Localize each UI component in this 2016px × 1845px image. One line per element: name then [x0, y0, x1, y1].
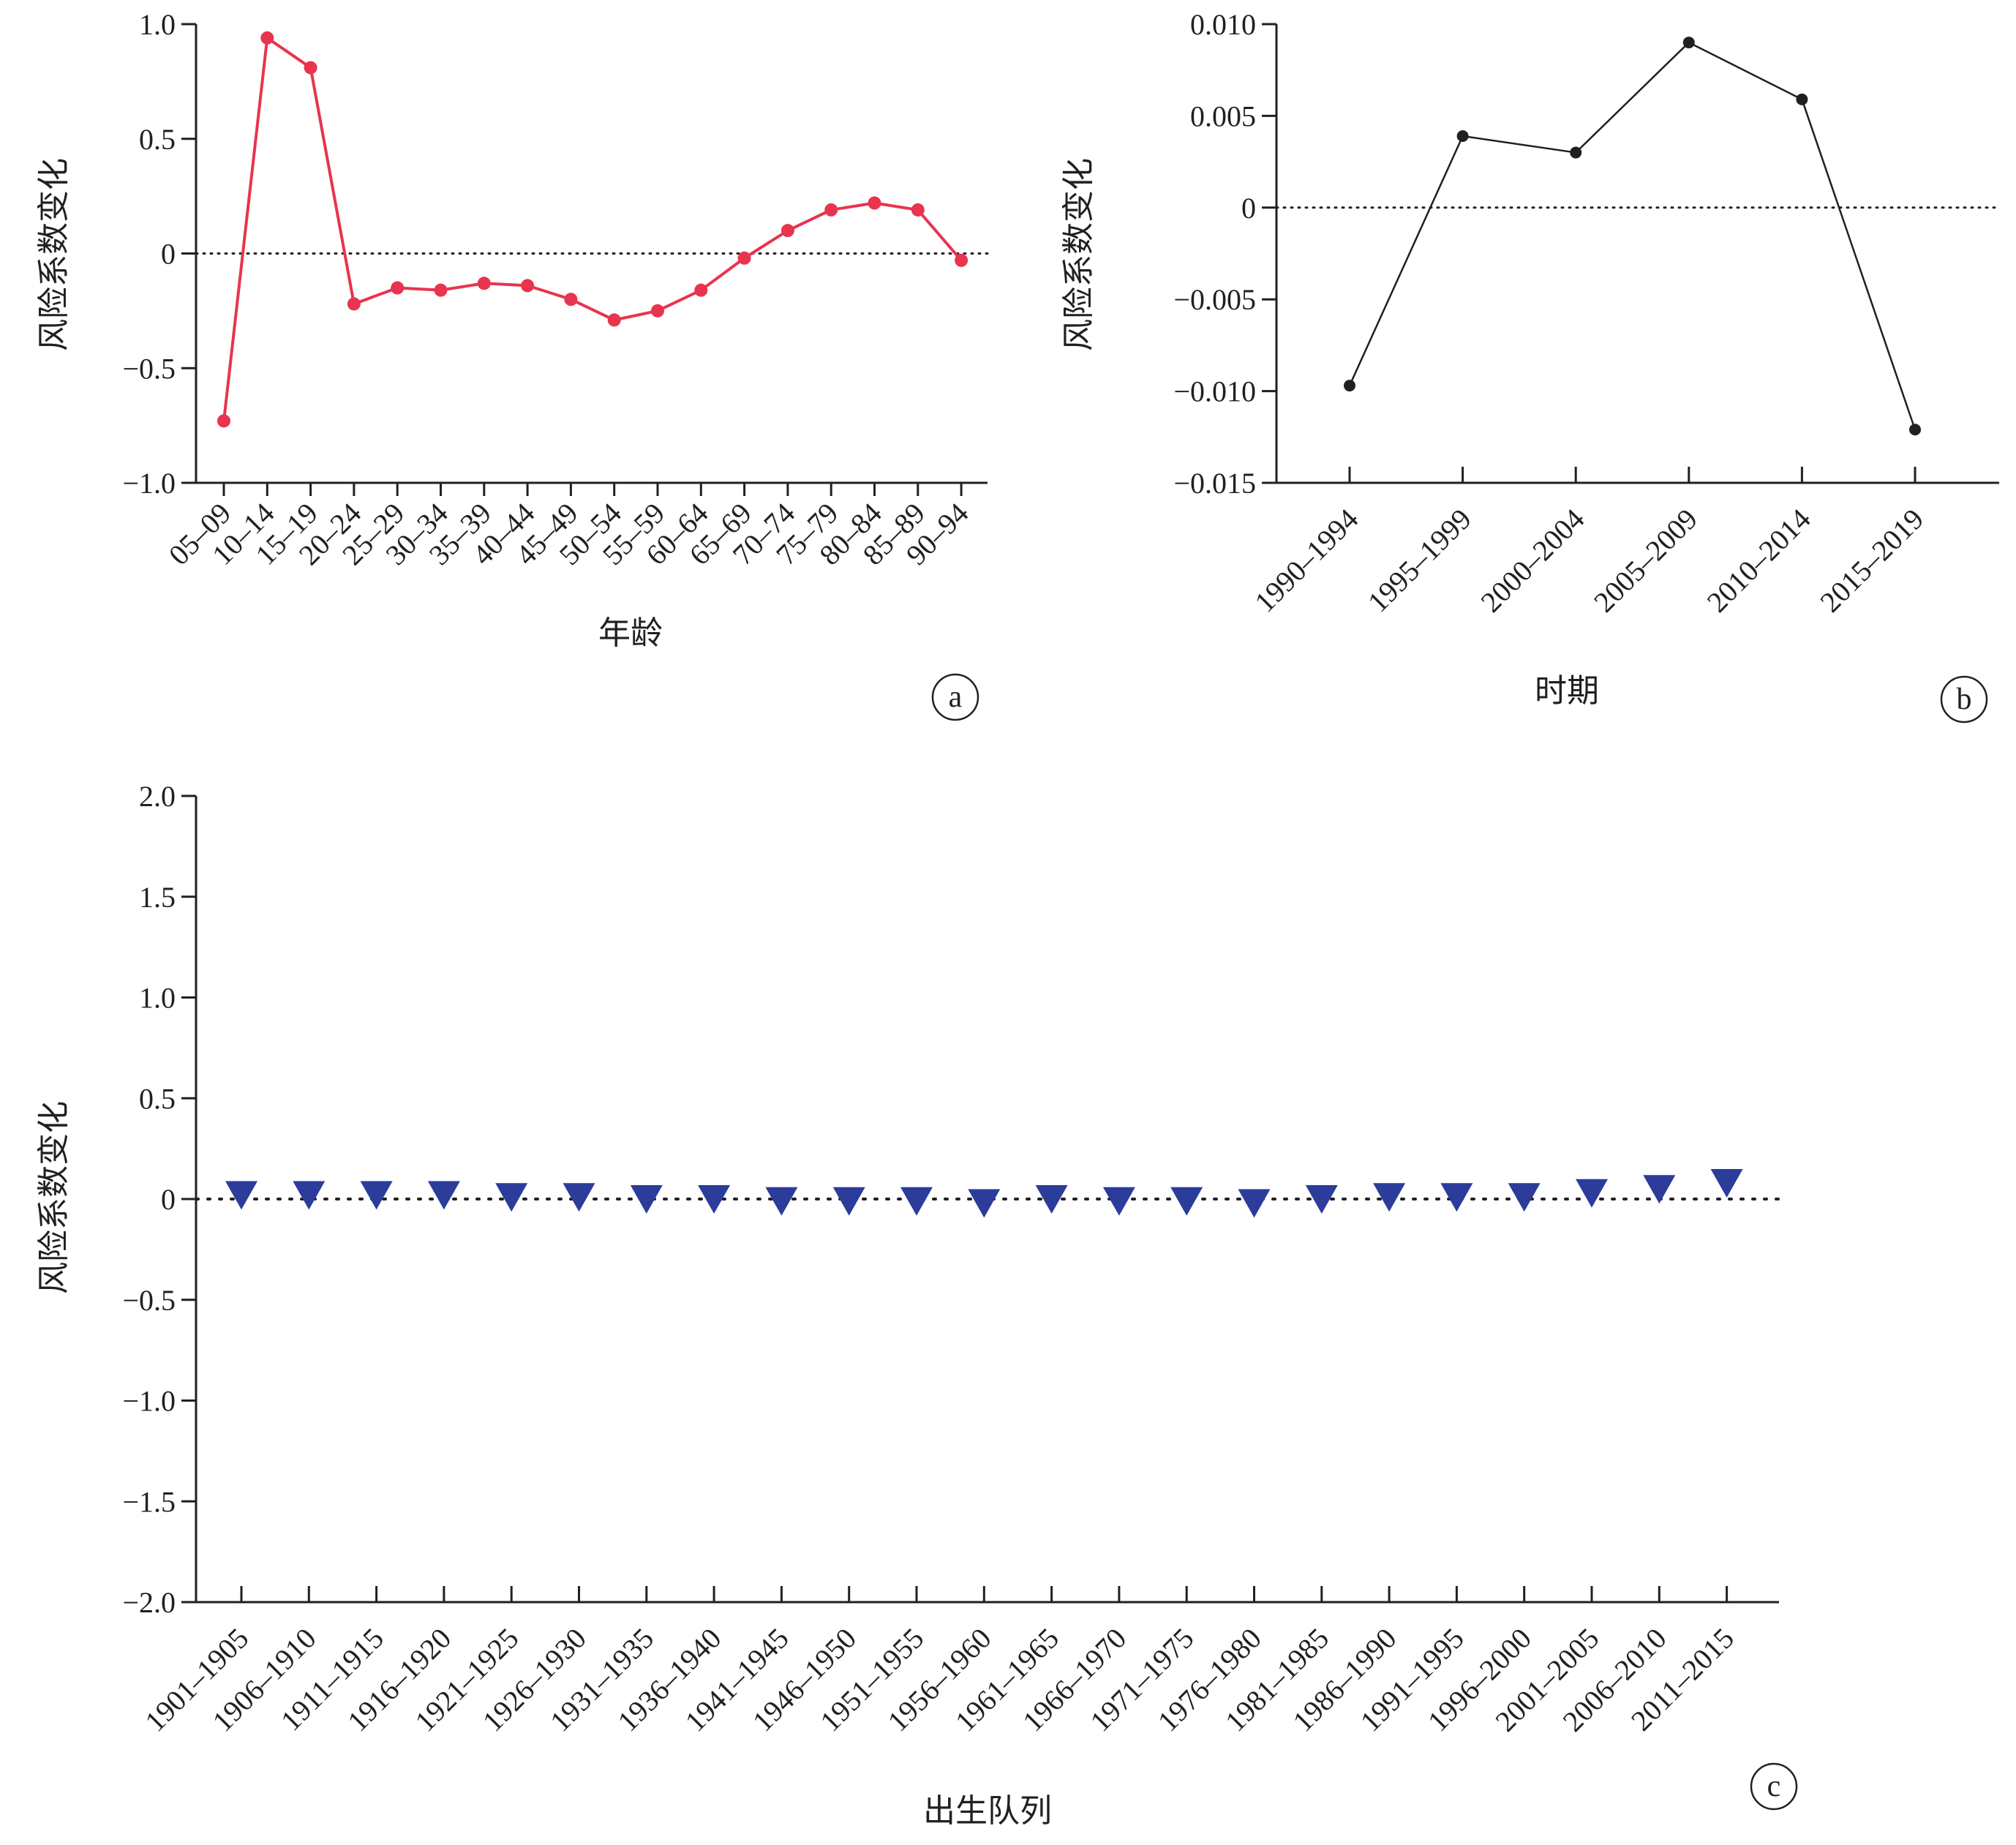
data-point: [1570, 146, 1582, 159]
data-point-triangle: [360, 1181, 393, 1210]
y-tick-label: 0.005: [1190, 99, 1256, 132]
data-point: [781, 224, 794, 238]
y-tick-label: 1.0: [139, 8, 176, 41]
data-point-triangle: [1373, 1183, 1406, 1212]
data-point-triangle: [495, 1183, 528, 1212]
data-point: [1456, 129, 1469, 142]
data-point: [564, 293, 578, 307]
data-point-triangle: [900, 1187, 933, 1216]
data-point: [304, 61, 317, 75]
x-tick-label: 1995–1999: [1361, 503, 1478, 619]
y-tick-label: 0: [1241, 192, 1256, 225]
y-tick-label: −2.0: [122, 1586, 176, 1619]
data-point-triangle: [968, 1189, 1001, 1218]
x-axis-title: 出生队列: [923, 1793, 1052, 1829]
panel-label-circle: [1940, 675, 1988, 724]
data-point: [1682, 37, 1695, 49]
data-point-triangle: [563, 1183, 595, 1212]
data-point: [521, 279, 535, 293]
y-tick-label: −0.005: [1173, 283, 1256, 316]
y-tick-label: 1.0: [139, 982, 176, 1015]
y-tick-label: −1.0: [122, 1385, 176, 1418]
data-point: [911, 203, 925, 217]
panel-label: c: [1767, 1770, 1781, 1803]
y-axis-title: 风险系数变化: [36, 1101, 72, 1294]
series-line: [222, 36, 963, 421]
x-axis-title: 时期: [1535, 673, 1599, 709]
y-tick-label: 0.5: [139, 1082, 176, 1115]
data-point-triangle: [630, 1185, 663, 1214]
panel-label-circle: [931, 673, 979, 721]
y-tick-label: −1.0: [122, 467, 176, 500]
data-point: [868, 196, 881, 210]
data-point-triangle: [765, 1187, 798, 1216]
panel-label-circle: [1750, 1762, 1798, 1811]
data-point-triangle: [427, 1181, 460, 1210]
data-point-triangle: [1440, 1183, 1473, 1212]
data-point: [1909, 424, 1921, 436]
data-point: [434, 283, 448, 297]
panel-a-age: 1.00.50−0.5−1.005–0910–1415–1920–2425–29…: [36, 8, 989, 721]
x-tick-label: 2010–2014: [1701, 503, 1817, 619]
panel-label: b: [1957, 683, 1972, 716]
data-point-triangle: [1576, 1179, 1608, 1208]
panel-label: a: [949, 680, 963, 714]
x-tick-label: 2005–2009: [1587, 503, 1704, 619]
data-point-triangle: [698, 1185, 731, 1214]
data-point: [217, 414, 230, 428]
data-point: [824, 203, 838, 217]
data-point-triangle: [225, 1181, 257, 1210]
y-tick-label: −0.5: [122, 1284, 176, 1317]
x-tick-label: 2015–2019: [1813, 503, 1930, 619]
data-point-triangle: [1305, 1185, 1338, 1214]
x-tick-label: 2000–2004: [1474, 503, 1590, 619]
y-tick-label: 1.5: [139, 881, 176, 914]
data-point-triangle: [293, 1181, 326, 1210]
data-point: [1796, 93, 1808, 105]
y-tick-label: 0.010: [1190, 8, 1256, 41]
data-point: [955, 253, 968, 267]
data-point-triangle: [1170, 1187, 1203, 1216]
y-tick-label: 0.5: [139, 123, 176, 156]
y-axis-title: 风险系数变化: [1061, 158, 1097, 351]
data-point-triangle: [1035, 1185, 1068, 1214]
panel-c-birth-cohort: 2.01.51.00.50−0.5−1.0−1.5−2.01901–190519…: [36, 780, 1798, 1829]
data-point-triangle: [1508, 1183, 1541, 1212]
y-tick-label: 0: [161, 1183, 176, 1216]
data-point: [477, 277, 491, 290]
panel-b-period: 0.010 0.005 0 −0.005 −0.010 −0.0151990–199419…: [1061, 8, 2001, 724]
data-point-triangle: [1238, 1189, 1271, 1218]
series-line: [1348, 41, 1917, 430]
y-tick-label: 2.0: [139, 780, 176, 813]
data-point: [607, 313, 621, 327]
x-axis-title: 年龄: [598, 615, 663, 651]
y-axis-title: 风险系数变化: [36, 158, 72, 351]
y-tick-label: −0.010: [1173, 375, 1256, 408]
data-point: [651, 304, 664, 317]
y-tick-label: 0: [161, 238, 176, 271]
y-tick-label: −0.5: [122, 352, 176, 385]
data-point-triangle: [1102, 1187, 1135, 1216]
y-tick-label: −0.015: [1173, 467, 1256, 500]
data-point: [1344, 380, 1355, 392]
y-tick-label: −1.5: [122, 1485, 176, 1518]
data-point: [347, 297, 361, 311]
data-point-triangle: [832, 1187, 865, 1216]
data-point-triangle: [1710, 1168, 1743, 1198]
data-point: [260, 31, 274, 45]
x-tick-label: 1990–1994: [1248, 503, 1364, 619]
data-point: [694, 283, 708, 297]
data-point-triangle: [1643, 1175, 1676, 1204]
data-point: [737, 251, 751, 265]
data-point: [391, 281, 405, 295]
